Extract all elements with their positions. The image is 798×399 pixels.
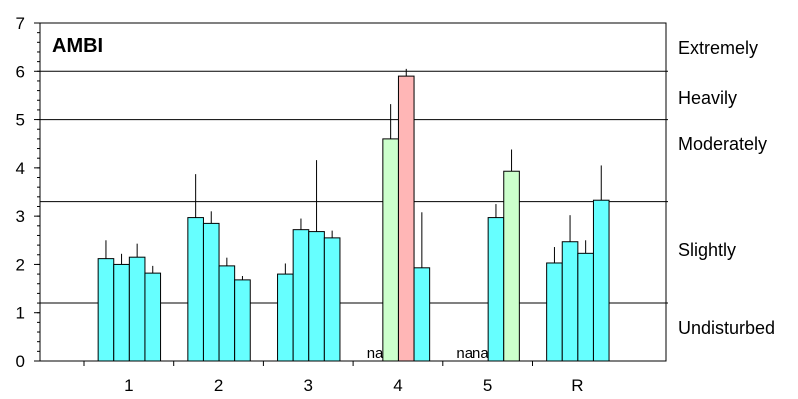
na-label: na bbox=[367, 345, 384, 362]
x-tick-label: 4 bbox=[393, 376, 402, 395]
bar bbox=[234, 279, 251, 362]
y-axis: 0 1 2 3 4 5 6 7 bbox=[16, 14, 40, 371]
band-label: Heavily bbox=[678, 88, 737, 108]
x-tick-label: 1 bbox=[124, 376, 133, 395]
y-tick-label: 6 bbox=[16, 62, 25, 81]
chart-title: AMBI bbox=[52, 35, 103, 57]
bar bbox=[128, 256, 146, 362]
y-tick-label: 2 bbox=[16, 255, 25, 274]
bar bbox=[97, 258, 115, 362]
bar bbox=[277, 273, 294, 362]
band-label: Undisturbed bbox=[678, 318, 775, 338]
y-tick-label: 7 bbox=[16, 14, 25, 33]
y-tick-label: 5 bbox=[16, 111, 25, 130]
na-label: na bbox=[472, 345, 489, 362]
x-tick-label: 3 bbox=[304, 376, 313, 395]
y-tick-label: 3 bbox=[16, 207, 25, 226]
x-tick-label: R bbox=[571, 376, 583, 395]
y-tick-label: 0 bbox=[16, 352, 25, 371]
bar bbox=[592, 199, 610, 362]
band-label: Slightly bbox=[678, 240, 736, 260]
bar bbox=[503, 170, 520, 362]
bar bbox=[487, 217, 505, 362]
bar bbox=[413, 267, 431, 362]
y-tick-label: 4 bbox=[16, 159, 25, 178]
bar bbox=[187, 217, 204, 362]
na-label: na bbox=[456, 345, 473, 362]
bar bbox=[561, 241, 579, 362]
band-labels: Extremely Heavily Moderately Slightly Undist… bbox=[678, 38, 775, 338]
bar bbox=[218, 265, 236, 362]
x-axis: 1 2 3 4 5 R bbox=[83, 361, 583, 395]
band-label: Extremely bbox=[678, 38, 758, 58]
band-label: Moderately bbox=[678, 134, 767, 154]
bar bbox=[202, 222, 220, 362]
bar bbox=[382, 138, 399, 362]
bar bbox=[577, 252, 594, 362]
y-tick-label: 1 bbox=[16, 304, 25, 323]
x-tick-label: 5 bbox=[483, 376, 492, 395]
bar bbox=[323, 237, 341, 362]
bar bbox=[308, 231, 325, 362]
bar bbox=[292, 229, 310, 362]
bar bbox=[397, 75, 415, 362]
x-tick-label: 2 bbox=[214, 376, 223, 395]
bar bbox=[144, 272, 162, 362]
bar bbox=[546, 262, 563, 362]
bar bbox=[113, 263, 130, 362]
